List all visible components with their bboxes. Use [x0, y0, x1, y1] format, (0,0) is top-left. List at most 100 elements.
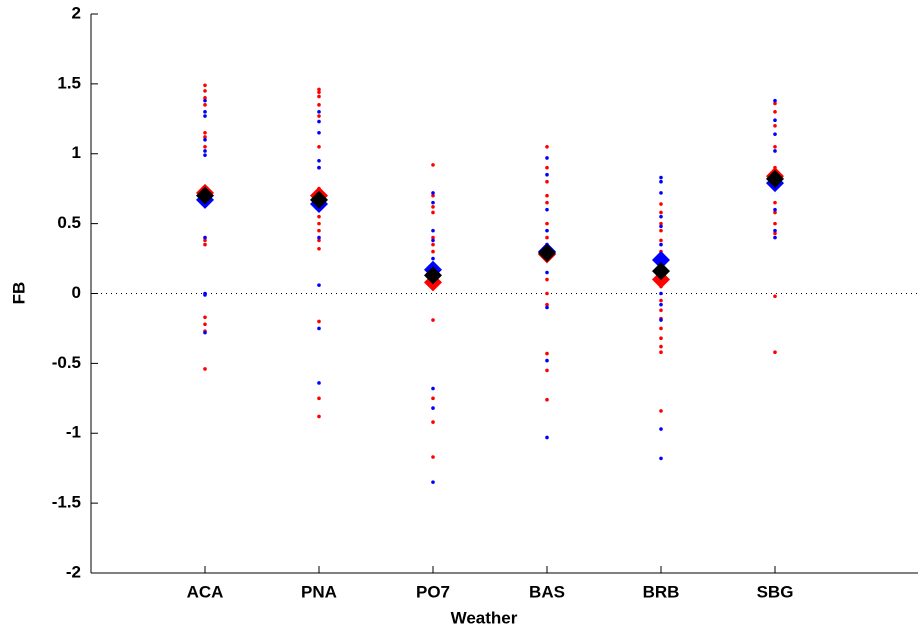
data-point: [203, 238, 207, 243]
data-point: [545, 156, 549, 160]
data-point: [317, 396, 321, 401]
data-point: [431, 455, 435, 459]
data-point: [431, 235, 435, 240]
data-point: [773, 98, 777, 103]
data-point: [203, 293, 207, 297]
data-point: [545, 207, 549, 212]
data-point: [773, 231, 777, 236]
mean-marker: [652, 262, 670, 281]
data-point: [773, 118, 777, 123]
data-point: [317, 246, 321, 251]
y-tick-label: 1.5: [57, 73, 81, 92]
data-point: [659, 214, 663, 219]
data-point: [317, 110, 321, 114]
data-point: [545, 277, 549, 282]
data-point: [545, 144, 549, 149]
data-point: [545, 172, 549, 177]
data-point: [545, 193, 549, 198]
data-point: [773, 200, 777, 205]
data-point: [659, 191, 663, 195]
data-point: [203, 235, 207, 240]
data-point: [431, 238, 435, 243]
data-point: [545, 397, 549, 402]
data-point: [659, 409, 663, 413]
data-point: [773, 110, 777, 114]
data-point: [203, 110, 207, 114]
data-point: [773, 235, 777, 240]
x-tick-label: BAS: [529, 582, 565, 601]
data-point: [773, 101, 777, 106]
data-point: [317, 221, 321, 226]
data-point: [431, 228, 435, 233]
mean-marker: [652, 250, 670, 269]
data-point: [317, 103, 321, 107]
mean-marker: [538, 243, 556, 262]
data-point: [545, 221, 549, 226]
data-point: [773, 221, 777, 226]
data-point: [203, 130, 207, 135]
data-point: [317, 283, 321, 287]
y-tick-label: -2: [66, 562, 81, 581]
data-point: [773, 207, 777, 212]
data-point: [659, 202, 663, 206]
y-tick-label: -0.5: [52, 353, 81, 372]
data-point: [317, 165, 321, 170]
data-point: [659, 221, 663, 226]
x-tick-label: SBG: [757, 582, 794, 601]
data-point: [203, 330, 207, 335]
data-point: [203, 315, 207, 320]
data-point: [545, 368, 549, 373]
data-point: [545, 291, 549, 296]
data-point: [431, 406, 435, 410]
y-axis-label: FB: [9, 282, 28, 305]
data-point: [773, 144, 777, 149]
data-point: [317, 130, 321, 135]
x-axis-label: Weather: [451, 608, 518, 627]
data-point: [545, 270, 549, 275]
y-tick-label: -1: [66, 423, 81, 442]
data-point: [773, 228, 777, 233]
data-point: [545, 351, 549, 356]
data-point: [545, 165, 549, 170]
data-point: [659, 302, 663, 307]
y-tick-label: -1.5: [52, 493, 81, 512]
y-tick-label: 0: [72, 283, 81, 302]
data-point: [659, 344, 663, 349]
data-point: [203, 149, 207, 153]
data-point: [317, 158, 321, 163]
data-point: [317, 214, 321, 219]
data-point: [659, 427, 663, 431]
data-point: [317, 114, 321, 118]
y-tick-label: 1: [72, 143, 81, 162]
data-point: [659, 350, 663, 354]
data-point: [431, 210, 435, 215]
data-point: [431, 420, 435, 424]
data-point: [545, 228, 549, 233]
data-point: [545, 235, 549, 240]
data-point: [659, 298, 663, 303]
data-point: [431, 200, 435, 205]
x-tick-label: BRB: [643, 582, 680, 601]
data-point: [659, 456, 663, 461]
data-point: [203, 137, 207, 142]
data-point: [317, 228, 321, 233]
data-point: [659, 179, 663, 184]
data-point: [317, 235, 321, 240]
data-point: [203, 153, 207, 157]
data-point: [773, 124, 777, 128]
data-point: [203, 367, 207, 371]
data-point: [203, 144, 207, 149]
data-point: [317, 94, 321, 99]
data-point: [203, 96, 207, 100]
data-point: [431, 396, 435, 401]
data-point: [431, 256, 435, 261]
data-point: [659, 238, 663, 243]
data-point: [659, 291, 663, 296]
x-tick-label: PNA: [301, 582, 337, 601]
data-point: [431, 386, 435, 391]
data-point: [317, 326, 321, 331]
data-point: [659, 326, 663, 331]
data-point: [545, 200, 549, 205]
